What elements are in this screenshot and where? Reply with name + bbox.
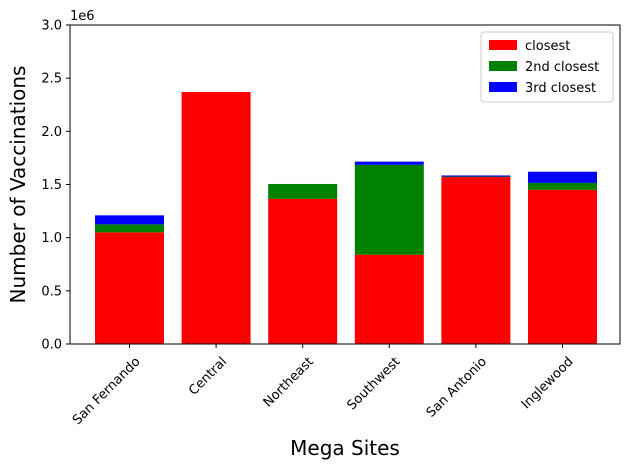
y-tick-label: 1.0	[41, 231, 62, 246]
bar-san-antonio-series-3	[441, 175, 511, 177]
x-axis-title: Mega Sites	[290, 436, 400, 460]
bar-inglewood-series-1	[528, 189, 597, 344]
legend-label: closest	[525, 39, 570, 54]
y-tick-label: 1.5	[41, 178, 62, 193]
bar-central-series-1	[181, 91, 251, 345]
bar-san-antonio-series-2	[441, 176, 511, 178]
bar-northeast-series-2	[268, 183, 338, 199]
bar-san-antonio-series-1	[441, 177, 511, 344]
bar-inglewood-series-2	[528, 182, 597, 190]
x-axis-ticks: San Fernando Central Northeast Southwest San…	[70, 344, 577, 428]
bar-southwest-series-3	[354, 161, 424, 165]
bar-inglewood-series-3	[528, 171, 597, 183]
x-tick-label: Southwest	[344, 354, 403, 413]
legend-swatch	[489, 82, 517, 92]
bar-san-fernando-series-1	[95, 232, 164, 344]
y-axis-ticks: 0.0 0.5 1.0 1.5 2.0 2.5 3.0	[41, 19, 70, 353]
y-tick-label: 0.5	[41, 284, 62, 299]
bar-san-fernando-series-2	[95, 224, 164, 233]
legend-label: 2nd closest	[525, 60, 599, 75]
y-tick-label: 3.0	[41, 19, 62, 34]
x-tick-label: San Fernando	[70, 354, 144, 428]
x-tick-label: Northeast	[261, 354, 317, 410]
y-tick-label: 0.0	[41, 338, 62, 353]
y-axis-title: Number of Vaccinations	[6, 66, 30, 304]
y-tick-label: 2.5	[41, 72, 62, 87]
bar-san-fernando-series-3	[95, 215, 164, 225]
y-axis-offset-label: 1e6	[70, 9, 95, 24]
bars-group	[95, 91, 597, 345]
bar-northeast-series-1	[268, 198, 338, 344]
legend: closest 2nd closest 3rd closest	[480, 31, 614, 103]
legend-swatch	[489, 61, 517, 71]
x-tick-label: Inglewood	[519, 354, 577, 412]
legend-label: 3rd closest	[525, 81, 596, 96]
bar-southwest-series-1	[354, 254, 424, 344]
x-tick-label: San Antonio	[424, 354, 490, 420]
legend-swatch	[489, 40, 517, 50]
x-tick-label: Central	[186, 354, 230, 398]
bar-southwest-series-2	[354, 164, 424, 255]
y-tick-label: 2.0	[41, 125, 62, 140]
